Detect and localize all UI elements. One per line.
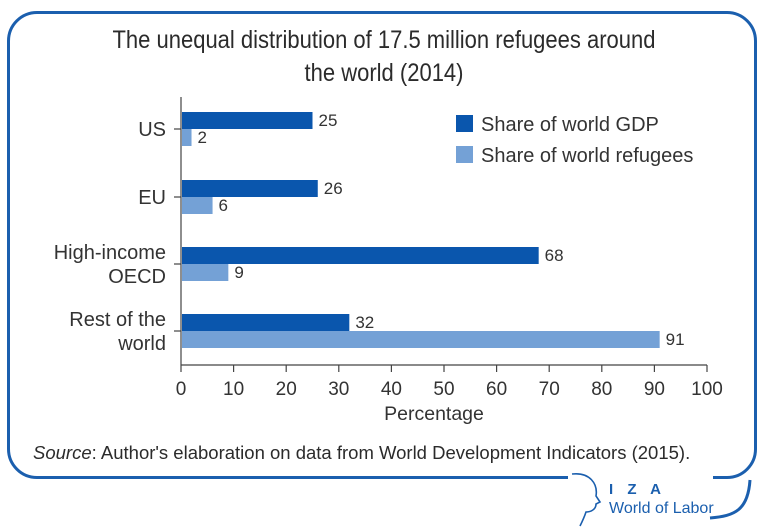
data-label: 9	[234, 263, 243, 282]
x-tick-label: 60	[486, 379, 507, 400]
y-category-label: Rest of the	[69, 309, 166, 331]
data-label: 25	[319, 111, 338, 130]
bar-refugees	[182, 331, 660, 348]
y-category-label: world	[117, 333, 166, 355]
frame-gap	[568, 470, 713, 484]
legend-label: Share of world GDP	[481, 114, 659, 136]
chart-title: The unequal distribution of 17.5 million…	[46, 24, 722, 90]
data-label: 91	[666, 330, 685, 349]
source-text: : Author's elaboration on data from Worl…	[91, 442, 691, 463]
x-tick-label: 0	[176, 379, 187, 400]
source-label: Source	[33, 442, 92, 463]
x-axis-label: Percentage	[384, 403, 484, 425]
source-note: Source: Author's elaboration on data fro…	[33, 440, 753, 465]
x-tick-label: 40	[381, 379, 402, 400]
data-labels: 25 2 26 6 68 9 32 91	[198, 111, 685, 349]
x-tick-label: 90	[644, 379, 665, 400]
data-label: 6	[219, 196, 228, 215]
bar-gdp	[182, 112, 313, 129]
bars	[182, 112, 660, 348]
x-tick-label: 50	[433, 379, 454, 400]
bar-refugees	[182, 197, 213, 214]
bar-refugees	[182, 264, 229, 281]
legend-swatch	[456, 146, 473, 163]
chart-title-line-2: the world (2014)	[304, 59, 464, 87]
x-tick-label: 30	[328, 379, 349, 400]
x-tick-label: 100	[691, 379, 723, 400]
iza-head-logo-icon	[571, 473, 752, 527]
legend: Share of world GDP Share of world refugee…	[456, 114, 693, 167]
data-label: 26	[324, 179, 343, 198]
data-label: 32	[355, 313, 374, 332]
bar-gdp	[182, 247, 539, 264]
x-tick-label: 70	[539, 379, 560, 400]
bar-gdp	[182, 314, 350, 331]
data-label: 68	[545, 246, 564, 265]
bar-refugees	[182, 129, 192, 146]
axes: 0 10 20 30 40 50 60 70 80 90 100 Percentage US EU High…	[54, 97, 723, 425]
x-tick-label: 10	[223, 379, 244, 400]
x-tick-label: 20	[276, 379, 297, 400]
legend-label: Share of world refugees	[481, 145, 693, 167]
data-label: 2	[198, 128, 207, 147]
legend-swatch	[456, 115, 473, 132]
logo-iza: I Z A	[609, 481, 666, 498]
bar-gdp	[182, 180, 318, 197]
y-category-label: EU	[138, 187, 166, 209]
logo-world-of-labor: World of Labor	[609, 500, 714, 517]
y-category-label: US	[138, 119, 166, 141]
x-tick-label: 80	[591, 379, 612, 400]
chart-frame	[7, 11, 757, 479]
y-category-label: OECD	[108, 266, 166, 288]
chart-title-line-1: The unequal distribution of 17.5 million…	[112, 26, 656, 54]
y-category-label: High-income	[54, 242, 166, 264]
